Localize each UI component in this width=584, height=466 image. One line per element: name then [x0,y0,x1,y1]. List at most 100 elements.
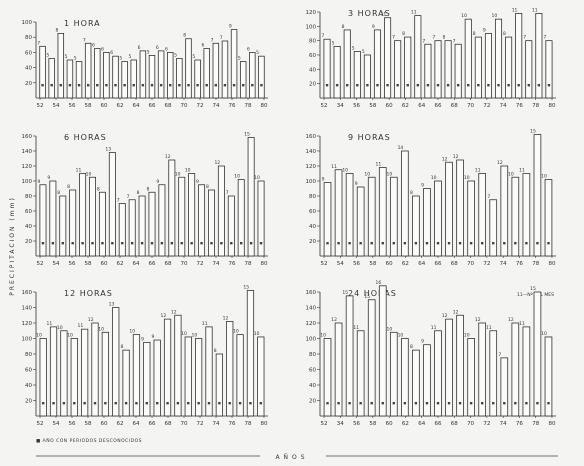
y-tick-label: 40 [309,224,316,230]
bar [195,338,203,417]
bar [511,176,520,257]
x-tick-label: 76 [516,103,523,109]
bar-marker [207,402,211,405]
bar [533,134,542,257]
x-tick-label: 54 [53,103,60,109]
bar-marker [547,242,550,245]
bar-marker [124,402,128,405]
bar-label: 7 [83,37,86,43]
bar-marker [346,84,349,87]
bar [323,338,332,417]
x-tick-label: 74 [213,421,220,427]
bar [132,334,141,417]
bar-label: 7 [392,35,395,41]
bar-label: 10 [129,329,135,335]
bar [91,322,99,417]
y-tick-label: 80 [309,352,316,358]
bar [323,182,332,257]
bar [48,58,55,99]
bar-label: 6 [165,46,168,52]
bar [353,51,361,99]
x-tick-label: 80 [549,261,556,267]
bar [205,326,213,417]
bar [246,290,255,417]
bar-label: 10 [233,329,239,335]
bar-label: 10 [541,331,547,337]
x-tick-label: 80 [549,421,556,427]
bar-label: 10 [398,333,404,339]
bar-label: 8 [56,27,59,33]
bar-marker [160,242,164,245]
bar-marker [381,242,384,245]
bar-marker [259,242,263,245]
bar-marker [170,242,174,245]
bar-label: 13 [109,302,115,308]
x-tick-label: 60 [101,261,108,267]
bar-marker [447,242,451,245]
x-tick-label: 52 [37,421,44,427]
bar-label: 15 [364,294,370,300]
y-axis-label: PRECIPITACION (mm) [9,196,16,296]
bar [89,176,96,257]
bar-marker [492,242,495,245]
x-tick-label: 56 [69,103,76,109]
bar-label: 7 [37,40,40,46]
bar-marker [396,84,399,87]
bar-label: 12 [475,317,481,323]
bar-marker [196,84,199,87]
bar-marker [525,402,528,405]
bar-marker [260,84,263,87]
bar-marker [335,84,339,87]
bar-marker [337,402,340,405]
bar [39,184,47,257]
panel-title: 9 HORAS [348,133,391,142]
bar-marker [337,242,340,245]
bar [57,33,65,99]
bar [247,137,255,257]
bar-marker [210,242,213,245]
bar [112,307,120,417]
bar-marker [436,242,440,245]
bar-label: 5 [65,54,68,60]
panel-title: 1 HORA [64,19,101,28]
bar [84,42,92,99]
x-tick-label: 70 [181,261,188,267]
x-tick-label: 60 [386,261,393,267]
bar-label: 9 [322,177,325,183]
bar [94,48,101,99]
bar-label: 12 [171,309,177,315]
bar [66,59,74,99]
y-tick-label: 40 [309,383,316,389]
bar-marker [370,402,373,405]
bar-marker [228,402,231,405]
bar [39,338,47,417]
x-tick-label: 78 [245,421,252,427]
bar-label: 10 [461,13,467,19]
y-tick-label: 120 [306,321,317,327]
y-tick-label: 160 [306,134,317,140]
bar-label: 10 [192,333,198,339]
bar-label: 6 [110,50,113,56]
bar-marker [59,84,62,87]
panel-title: 24 HORAS [348,289,397,298]
bar-marker [114,402,117,405]
x-tick-label: 80 [261,421,268,427]
bar [423,188,431,257]
bar-label: 5 [74,56,77,62]
bar-label: 5 [46,52,49,58]
bar [79,173,87,257]
bar [101,331,109,417]
bar [434,330,442,417]
bar [98,191,106,257]
y-tick-label: 40 [25,66,32,72]
bar-marker [458,242,462,245]
x-tick-label: 66 [435,421,442,427]
y-tick-label: 60 [25,209,32,215]
bar [464,18,472,99]
x-tick-label: 74 [213,261,220,267]
y-tick-label: 40 [25,224,32,230]
x-tick-label: 68 [165,421,172,427]
bar [484,33,492,99]
bar-marker [525,242,528,245]
bar-marker [456,84,460,87]
